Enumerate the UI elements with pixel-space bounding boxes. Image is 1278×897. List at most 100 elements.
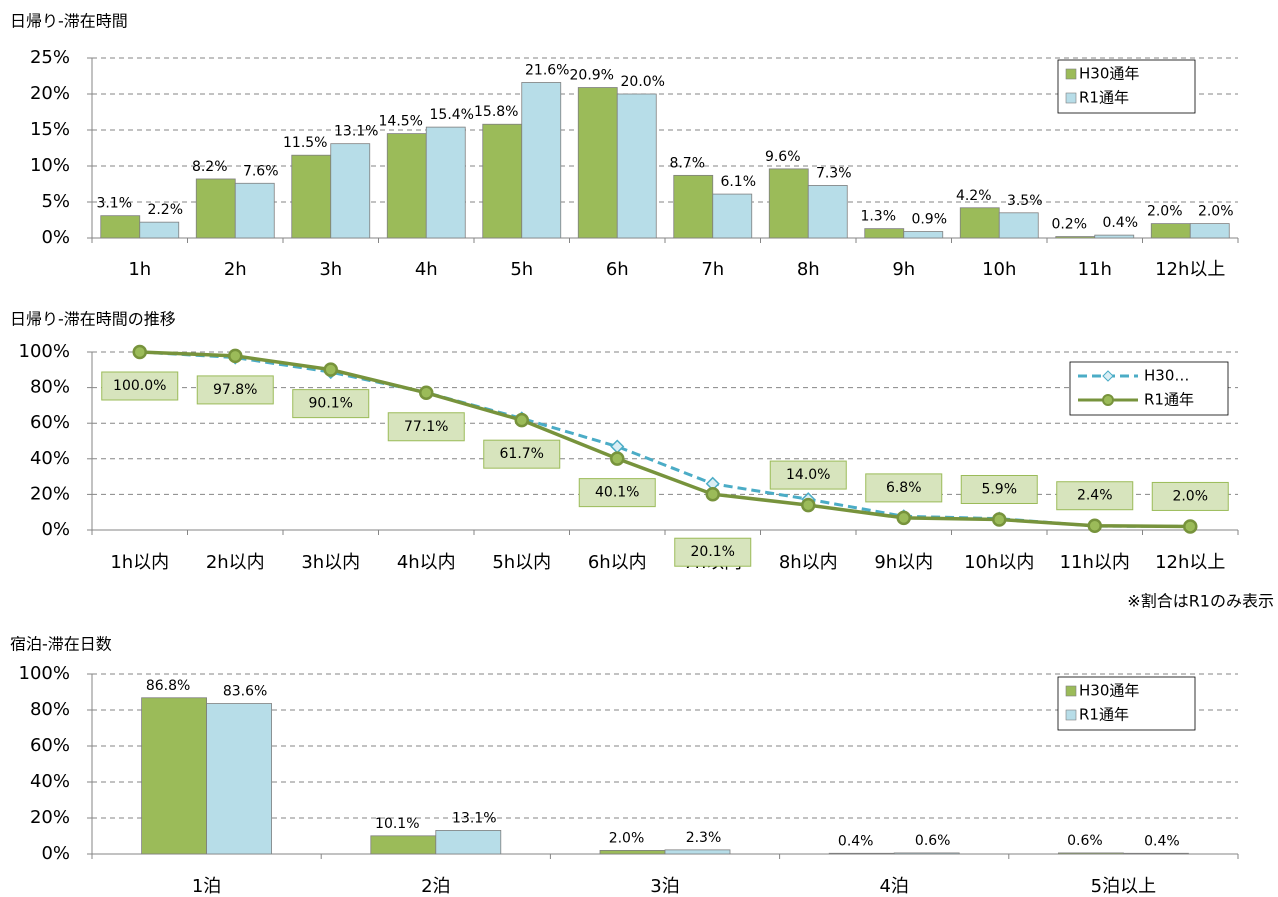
- bar: [1189, 223, 1230, 239]
- data-label: 7.3%: [816, 165, 852, 181]
- x-tick-label: 12h以上: [1155, 259, 1225, 280]
- bar: [616, 93, 657, 239]
- y-tick-label: 10%: [30, 155, 70, 176]
- data-label: 0.9%: [911, 212, 947, 228]
- bar: [664, 849, 731, 855]
- x-tick-label: 8h: [797, 259, 820, 280]
- x-tick-label: 9h: [892, 259, 915, 280]
- y-tick-label: 100%: [19, 663, 70, 684]
- y-tick-label: 5%: [41, 191, 70, 212]
- data-label: 83.6%: [223, 684, 267, 700]
- marker: [132, 344, 147, 360]
- data-label: 8.7%: [669, 155, 705, 171]
- data-label: 0.4%: [1102, 215, 1138, 231]
- data-label-box: [483, 439, 561, 469]
- x-tick-label: 5泊以上: [1091, 876, 1156, 897]
- data-label: 15.8%: [474, 104, 518, 120]
- data-label: 1.3%: [860, 209, 896, 225]
- legend-box: [1069, 361, 1229, 416]
- bar: [100, 215, 141, 239]
- bar: [1055, 236, 1096, 239]
- y-tick-label: 0%: [41, 519, 70, 540]
- data-label: 8.2%: [192, 159, 228, 175]
- y-tick-label: 0%: [41, 227, 70, 248]
- bar: [425, 126, 466, 239]
- data-label: 2.4%: [1077, 488, 1113, 504]
- data-label: 20.0%: [621, 74, 665, 90]
- x-tick-label: 1泊: [192, 876, 221, 897]
- legend-swatch: [1065, 92, 1077, 104]
- bar: [807, 185, 848, 239]
- bar: [828, 852, 895, 855]
- data-label: 5.9%: [981, 481, 1017, 497]
- data-label: 2.3%: [686, 830, 722, 846]
- data-label-box: [1151, 481, 1229, 511]
- bar: [370, 835, 437, 855]
- data-label: 0.6%: [1067, 833, 1103, 849]
- bar: [1150, 223, 1191, 239]
- bar: [998, 212, 1039, 239]
- bar: [141, 697, 208, 855]
- y-tick-label: 20%: [30, 83, 70, 104]
- data-label: 86.8%: [146, 678, 190, 694]
- y-tick-label: 0%: [41, 843, 70, 864]
- data-label-box: [292, 389, 370, 419]
- data-label: 9.6%: [765, 149, 801, 165]
- x-tick-label: 1h: [128, 259, 151, 280]
- x-tick-label: 2h以内: [206, 552, 265, 573]
- data-label: 2.0%: [1198, 204, 1234, 220]
- data-label: 20.1%: [691, 544, 735, 560]
- bar: [139, 221, 180, 239]
- data-label: 4.2%: [956, 188, 992, 204]
- legend-label: H30…: [1144, 367, 1189, 385]
- data-label: 13.1%: [452, 810, 496, 826]
- bar: [864, 228, 905, 239]
- marker: [705, 486, 720, 502]
- bar: [959, 207, 1000, 239]
- x-tick-label: 7h: [701, 259, 724, 280]
- x-tick-label: 4h以内: [397, 552, 456, 573]
- marker: [610, 439, 625, 454]
- marker: [610, 451, 625, 466]
- x-tick-label: 8h以内: [779, 552, 838, 573]
- x-tick-label: 5h以内: [492, 552, 551, 573]
- x-tick-label: 3h以内: [301, 552, 360, 573]
- bar: [206, 703, 273, 855]
- data-label: 0.6%: [915, 833, 951, 849]
- data-label: 14.5%: [379, 114, 423, 130]
- y-tick-label: 80%: [30, 699, 70, 720]
- bar: [768, 168, 809, 239]
- data-label: 100.0%: [113, 378, 166, 394]
- chart-title: 日帰り-滞在時間の推移: [10, 310, 176, 329]
- data-label-box: [101, 371, 179, 401]
- x-tick-label: 3泊: [650, 876, 679, 897]
- data-label: 61.7%: [500, 446, 544, 462]
- bar: [577, 87, 618, 239]
- data-label: 11.5%: [283, 135, 327, 151]
- marker: [1087, 518, 1102, 533]
- bar: [893, 852, 960, 855]
- x-tick-label: 6h: [606, 259, 629, 280]
- data-label: 21.6%: [525, 62, 569, 78]
- data-label-box: [865, 473, 943, 503]
- chart-title: 日帰り-滞在時間: [10, 12, 128, 31]
- data-label: 90.1%: [309, 396, 353, 412]
- data-label-box: [960, 474, 1038, 504]
- bar: [234, 182, 275, 239]
- data-label: 20.9%: [570, 68, 614, 84]
- data-label-box: [578, 478, 656, 508]
- data-label: 2.0%: [1172, 488, 1208, 504]
- data-label: 14.0%: [786, 467, 830, 483]
- x-tick-label: 12h以上: [1155, 552, 1225, 573]
- legend-marker: [1102, 394, 1114, 406]
- data-label: 10.1%: [375, 816, 419, 832]
- x-tick-label: 11h: [1078, 259, 1112, 280]
- legend-swatch: [1065, 685, 1077, 697]
- marker: [228, 348, 243, 364]
- legend-box: [1057, 59, 1196, 114]
- bar: [195, 178, 236, 239]
- data-label-box: [769, 460, 847, 490]
- bar: [435, 830, 502, 855]
- marker: [323, 362, 338, 377]
- data-label: 6.8%: [886, 480, 922, 496]
